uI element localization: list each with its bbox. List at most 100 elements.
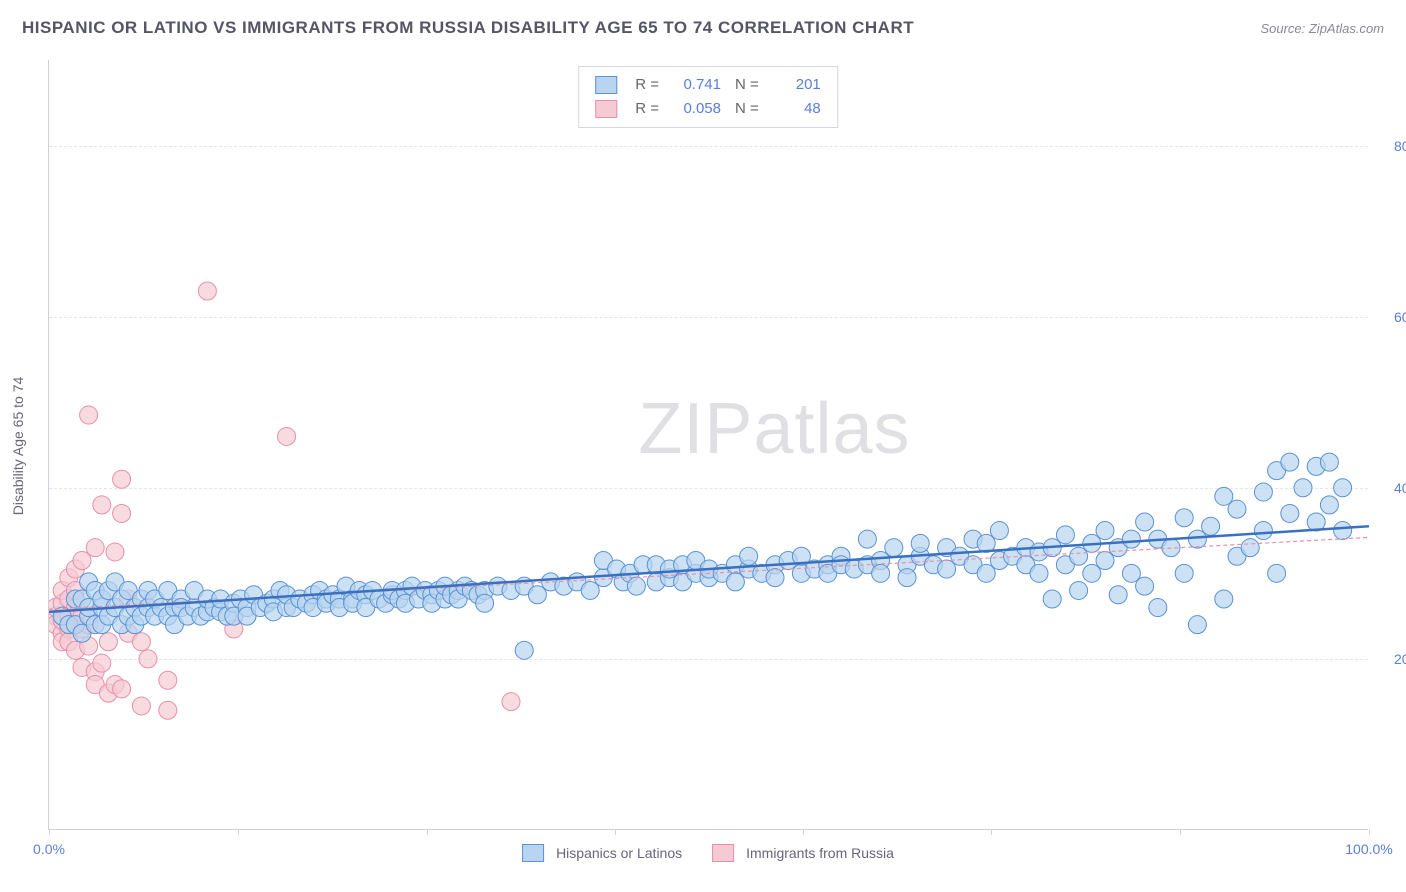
data-point [1096, 552, 1114, 570]
data-point [159, 701, 177, 719]
data-point [885, 539, 903, 557]
x-tick [1369, 829, 1370, 835]
data-point [1070, 547, 1088, 565]
r-label: R = [635, 97, 659, 121]
data-point [132, 633, 150, 651]
data-point [1122, 564, 1140, 582]
data-point [1228, 500, 1246, 518]
data-point [198, 282, 216, 300]
data-point [726, 573, 744, 591]
data-point [1281, 504, 1299, 522]
data-point [872, 564, 890, 582]
data-point [1188, 530, 1206, 548]
chart-title: HISPANIC OR LATINO VS IMMIGRANTS FROM RU… [22, 18, 914, 38]
data-point [1202, 517, 1220, 535]
data-point [476, 594, 494, 612]
x-tick-label: 100.0% [1345, 841, 1392, 857]
trend-line [49, 526, 1369, 612]
legend-swatch [595, 76, 617, 94]
data-point [1070, 581, 1088, 599]
data-point [581, 581, 599, 599]
y-tick-label: 40.0% [1376, 480, 1406, 496]
data-point [1136, 513, 1154, 531]
data-point [1281, 453, 1299, 471]
data-point [990, 522, 1008, 540]
data-point [502, 693, 520, 711]
data-point [1334, 522, 1352, 540]
data-point [1175, 509, 1193, 527]
legend-item: Hispanics or Latinos [522, 844, 682, 862]
n-label: N = [735, 73, 759, 97]
data-point [1254, 483, 1272, 501]
data-point [1334, 479, 1352, 497]
data-point [740, 547, 758, 565]
data-point [1320, 453, 1338, 471]
data-point [1254, 522, 1272, 540]
data-point [278, 427, 296, 445]
source-attribution: Source: ZipAtlas.com [1260, 21, 1384, 36]
chart-area: ZIPatlas 20.0%40.0%60.0%80.0%0.0%100.0% … [48, 60, 1368, 830]
r-label: R = [635, 73, 659, 97]
data-point [1149, 599, 1167, 617]
data-point [1215, 590, 1233, 608]
n-value: 48 [773, 97, 821, 121]
data-point [132, 697, 150, 715]
data-point [139, 650, 157, 668]
data-point [113, 504, 131, 522]
legend-swatch [522, 844, 544, 862]
n-value: 201 [773, 73, 821, 97]
y-tick-label: 20.0% [1376, 651, 1406, 667]
series-legend: Hispanics or Latinos Immigrants from Russ… [522, 844, 894, 862]
legend-swatch [595, 100, 617, 118]
data-point [159, 671, 177, 689]
data-point [80, 406, 98, 424]
legend-swatch [712, 844, 734, 862]
data-point [528, 586, 546, 604]
data-point [1083, 564, 1101, 582]
data-point [1294, 479, 1312, 497]
legend-row: R = 0.058 N = 48 [595, 97, 821, 121]
legend-label: Immigrants from Russia [746, 845, 894, 861]
data-point [93, 654, 111, 672]
data-point [1122, 530, 1140, 548]
data-point [1056, 526, 1074, 544]
y-axis-label: Disability Age 65 to 74 [10, 377, 26, 516]
y-tick-label: 80.0% [1376, 138, 1406, 154]
correlation-legend: R = 0.741 N = 201 R = 0.058 N = 48 [578, 66, 838, 128]
data-point [977, 564, 995, 582]
data-point [1109, 586, 1127, 604]
r-value: 0.741 [673, 73, 721, 97]
scatter-plot [49, 60, 1369, 830]
data-point [766, 569, 784, 587]
data-point [627, 577, 645, 595]
data-point [1268, 564, 1286, 582]
data-point [911, 534, 929, 552]
data-point [1175, 564, 1193, 582]
plot-frame: ZIPatlas 20.0%40.0%60.0%80.0%0.0%100.0% [48, 60, 1368, 830]
data-point [73, 552, 91, 570]
data-point [113, 680, 131, 698]
data-point [1043, 590, 1061, 608]
data-point [858, 530, 876, 548]
data-point [1320, 496, 1338, 514]
data-point [1030, 564, 1048, 582]
legend-item: Immigrants from Russia [712, 844, 894, 862]
r-value: 0.058 [673, 97, 721, 121]
legend-label: Hispanics or Latinos [556, 845, 682, 861]
legend-row: R = 0.741 N = 201 [595, 73, 821, 97]
data-point [113, 470, 131, 488]
x-tick-label: 0.0% [33, 841, 65, 857]
data-point [93, 496, 111, 514]
n-label: N = [735, 97, 759, 121]
data-point [515, 641, 533, 659]
data-point [1188, 616, 1206, 634]
y-tick-label: 60.0% [1376, 309, 1406, 325]
data-point [1136, 577, 1154, 595]
data-point [1096, 522, 1114, 540]
data-point [1215, 487, 1233, 505]
data-point [1241, 539, 1259, 557]
data-point [86, 539, 104, 557]
data-point [938, 560, 956, 578]
data-point [99, 633, 117, 651]
data-point [106, 543, 124, 561]
